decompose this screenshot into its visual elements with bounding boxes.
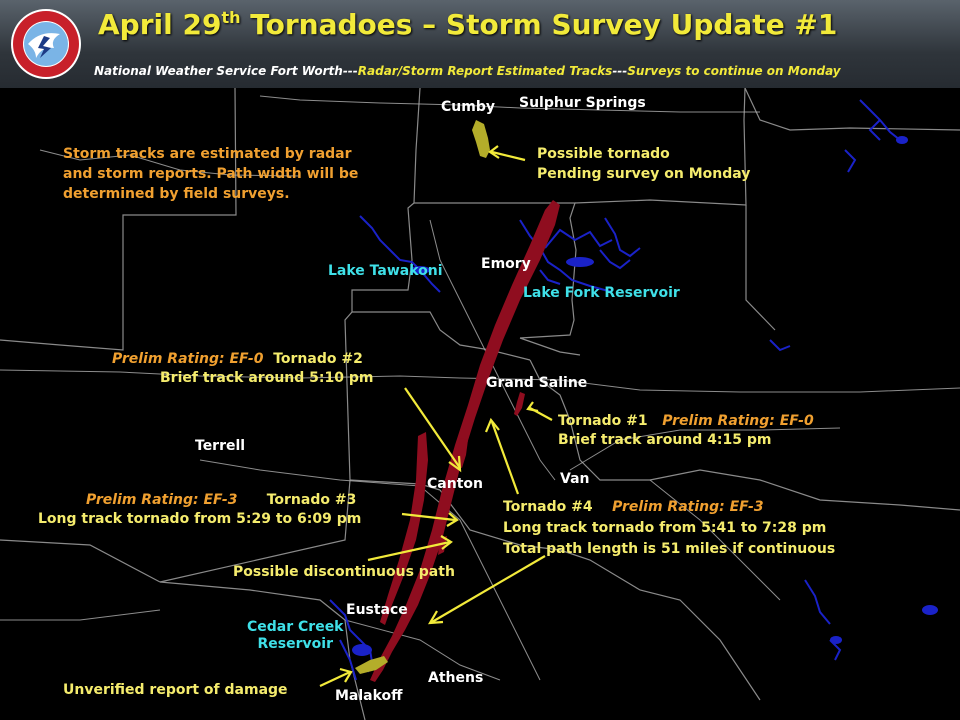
unverified-damage-label: Unverified report of damage xyxy=(63,682,288,698)
tornado-2-label: Prelim Rating: EF-0 Tornado #2 Brief tra… xyxy=(112,350,373,388)
tornado-1-desc: Brief track around 4:15 pm xyxy=(558,432,772,448)
possible-tornado-tracks xyxy=(355,120,490,674)
lake-label-cedar-creek: Cedar Creek Reservoir xyxy=(247,619,344,653)
town-label-terrell: Terrell xyxy=(195,438,246,454)
map-note-line-1: Storm tracks are estimated by radar xyxy=(63,146,352,162)
tornado-3-segment xyxy=(438,536,447,555)
map-note-line-3: determined by field surveys. xyxy=(63,186,290,202)
tornado-1-label: Tornado #1 Prelim Rating: EF-0 Brief tra… xyxy=(558,412,814,450)
lake-label-cedar-creek-line-1: Cedar Creek xyxy=(247,619,344,635)
tornado-1-rating: Prelim Rating: EF-0 xyxy=(662,413,814,429)
possible-tornado-label: Possible tornado Pending survey on Monda… xyxy=(537,144,750,184)
town-label-sulphur-springs: Sulphur Springs xyxy=(519,95,646,111)
tornado-3-rating: Prelim Rating: EF-3 xyxy=(86,492,238,508)
lake-label-lake-fork: Lake Fork Reservoir xyxy=(523,285,680,301)
town-label-malakoff: Malakoff xyxy=(335,688,403,704)
storm-track-map xyxy=(0,88,960,720)
town-label-grand-saline: Grand Saline xyxy=(486,375,588,391)
tornado-1-track xyxy=(514,392,525,416)
tornado-3-name: Tornado #3 xyxy=(266,492,357,508)
tornado-4-label: Tornado #4 Prelim Rating: EF-3 Long trac… xyxy=(503,497,835,560)
water-bodies xyxy=(329,99,901,681)
tornado-2-desc: Brief track around 5:10 pm xyxy=(160,370,374,386)
tornado-4-name: Tornado #4 xyxy=(503,499,593,515)
tornado-2-rating: Prelim Rating: EF-0 xyxy=(112,351,264,367)
tornado-2-name: Tornado #2 xyxy=(273,351,363,367)
town-label-canton: Canton xyxy=(427,476,483,492)
possible-tornado-line-1: Possible tornado xyxy=(537,146,670,162)
annotation-arrows xyxy=(319,145,553,687)
header-banner: April 29th Tornadoes – Storm Survey Upda… xyxy=(0,0,960,90)
map-note: Storm tracks are estimated by radar and … xyxy=(63,144,358,204)
county-boundaries xyxy=(0,88,960,720)
page-subtitle: National Weather Service Fort Worth---Ra… xyxy=(94,64,841,78)
tornado-1-name: Tornado #1 xyxy=(558,413,648,429)
tornado-4-rating: Prelim Rating: EF-3 xyxy=(612,499,764,515)
town-label-athens: Athens xyxy=(428,670,484,686)
discontinuous-path-label: Possible discontinuous path xyxy=(233,564,455,580)
map-note-line-2: and storm reports. Path width will be xyxy=(63,166,359,182)
tornado-4-desc: Long track tornado from 5:41 to 7:28 pm xyxy=(503,520,827,536)
page-title: April 29th Tornadoes – Storm Survey Upda… xyxy=(98,8,838,41)
town-label-eustace: Eustace xyxy=(346,602,408,618)
lake-label-tawakoni: Lake Tawakoni xyxy=(328,263,443,279)
roads xyxy=(0,95,960,681)
tornado-4-length: Total path length is 51 miles if continu… xyxy=(503,541,836,557)
tornado-3-track xyxy=(380,432,428,625)
town-label-emory: Emory xyxy=(481,256,531,272)
water-fill xyxy=(352,136,938,656)
malakoff-unverified-track xyxy=(355,656,388,674)
possible-tornado-line-2: Pending survey on Monday xyxy=(537,166,751,182)
lake-label-cedar-creek-line-2: Reservoir xyxy=(257,636,333,652)
nws-logo xyxy=(11,9,81,79)
tornado-3-desc: Long track tornado from 5:29 to 6:09 pm xyxy=(38,511,362,527)
cumby-possible-track xyxy=(472,120,490,158)
tornado-3-label: Prelim Rating: EF-3 Tornado #3 Long trac… xyxy=(38,491,361,529)
town-label-cumby: Cumby xyxy=(441,99,495,115)
town-label-van: Van xyxy=(560,471,590,487)
